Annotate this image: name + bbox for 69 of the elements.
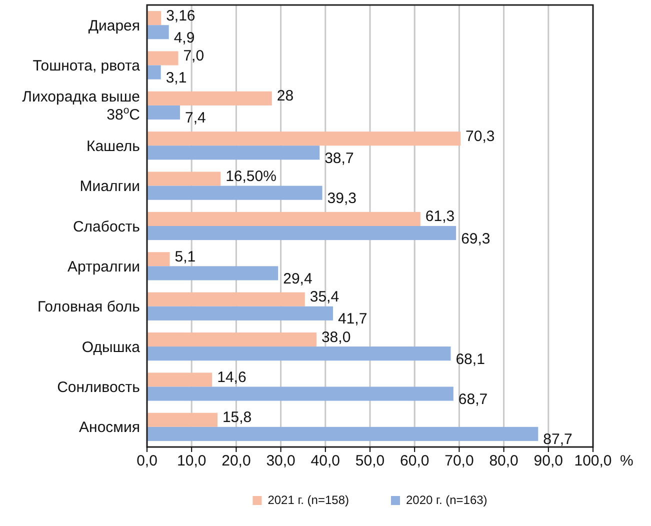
y-tick-label: Аносмия	[79, 419, 140, 436]
x-tick-label: 60,0	[400, 452, 430, 470]
x-tick-label: 0,0	[136, 452, 158, 470]
data-label: 5,1	[174, 248, 196, 266]
legend-label: 2020 г. (n=163)	[406, 493, 488, 507]
x-axis-title: %	[620, 452, 634, 470]
bar	[147, 105, 180, 120]
bar	[147, 306, 333, 320]
data-label: 38,0	[321, 328, 351, 346]
data-label: 68,7	[458, 391, 488, 408]
data-label: 29,4	[283, 270, 312, 288]
bar	[147, 11, 162, 26]
y-tick-label: Диарея	[88, 17, 140, 34]
data-label: 4,9	[174, 29, 195, 46]
bar	[147, 132, 461, 146]
y-tick-label: Лихорадка выше 38$^{о}$С	[22, 88, 140, 124]
data-label: 15,8	[222, 409, 252, 426]
data-label: 14,6	[217, 368, 246, 386]
bar	[147, 426, 538, 441]
y-tick-label: Артралгии	[67, 258, 140, 276]
data-label: 35,4	[310, 288, 340, 306]
bar	[147, 292, 305, 306]
x-tick-label: 10,0	[177, 452, 206, 470]
y-tick-label: Одышка	[82, 338, 141, 356]
x-tick-label: 20,0	[222, 452, 251, 470]
bar	[147, 186, 322, 200]
bar	[147, 146, 320, 160]
bar	[147, 346, 451, 361]
bar	[147, 332, 316, 347]
bar	[147, 266, 278, 280]
data-label: 68,1	[456, 350, 485, 368]
data-label: 16,50%	[226, 168, 276, 186]
bar	[147, 51, 178, 66]
x-tick-label: 40,0	[310, 452, 340, 470]
data-label: 7,4	[185, 110, 206, 127]
data-label: 3,16	[166, 7, 196, 24]
bar	[147, 25, 169, 40]
data-label: 3,1	[166, 70, 187, 87]
data-label: 38,7	[324, 150, 354, 167]
x-tick-label: 100,0	[574, 452, 612, 470]
data-label: 7,0	[183, 47, 204, 64]
x-tick-label: 50,0	[355, 452, 385, 470]
data-label: 70,3	[466, 128, 495, 145]
x-tick-label: 90,0	[534, 452, 563, 470]
x-tick-label: 70,0	[444, 452, 474, 470]
y-tick-label: Миалгии	[80, 178, 140, 196]
data-label: 61,3	[425, 208, 455, 226]
bar	[147, 65, 161, 80]
bar	[147, 372, 212, 387]
legend-label: 2021 г. (n=158)	[268, 493, 349, 507]
bar	[147, 212, 420, 226]
data-label: 28	[276, 88, 294, 105]
y-tick-label: Тошнота, рвота	[32, 58, 141, 75]
y-tick-label: Сонливость	[57, 378, 140, 396]
data-label: 41,7	[338, 310, 368, 328]
bar	[147, 172, 221, 186]
bar	[147, 386, 454, 401]
bar	[147, 252, 170, 266]
x-tick-label: 80,0	[489, 452, 518, 470]
data-label: 87,7	[543, 431, 572, 448]
x-tick-label: 30,0	[266, 452, 296, 470]
data-label: 39,3	[327, 190, 356, 208]
bar	[147, 226, 456, 240]
y-tick-label: Кашель	[86, 138, 140, 155]
y-tick-label: Слабость	[72, 218, 140, 236]
y-tick-label: Головная боль	[38, 298, 140, 316]
data-label: 69,3	[461, 230, 490, 248]
bar	[147, 91, 272, 106]
bar	[147, 412, 218, 427]
